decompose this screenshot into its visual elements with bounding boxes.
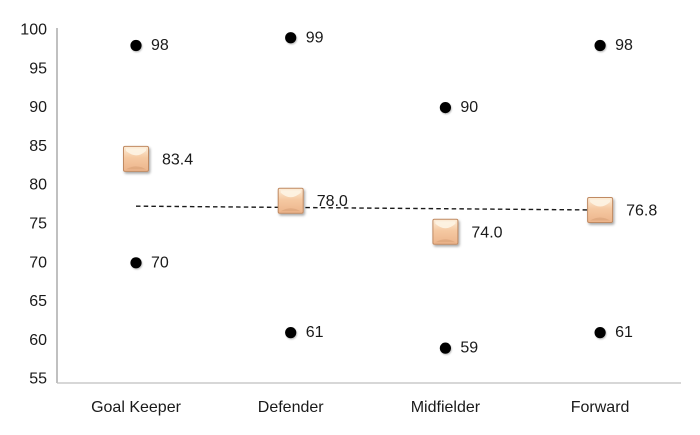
- mean-marker: [123, 145, 149, 172]
- low-dot: [439, 342, 451, 354]
- mean-marker-shade: [280, 208, 301, 212]
- low-dot: [130, 257, 142, 269]
- high-dot: [439, 102, 451, 114]
- mean-marker-shade: [435, 239, 456, 243]
- low-dot: [594, 327, 606, 339]
- high-dot: [285, 32, 297, 44]
- high-value-label: 90: [460, 99, 478, 116]
- y-tick-label: 70: [29, 254, 47, 271]
- high-value-label: 99: [306, 29, 324, 46]
- category-label-midfielder: Midfielder: [411, 399, 481, 416]
- category-label-forward: Forward: [571, 399, 630, 416]
- mean-marker-highlight: [435, 221, 456, 229]
- low-dot: [285, 327, 297, 339]
- category-group-goal-keeper: 98 70 83.4 Goal Keeper: [91, 37, 193, 416]
- y-tick-label: 85: [29, 138, 47, 155]
- mean-marker-highlight: [280, 190, 301, 198]
- mean-marker-shade: [126, 166, 146, 170]
- low-value-label: 61: [615, 324, 633, 341]
- mean-marker-shade: [590, 217, 611, 221]
- axes: [56, 28, 681, 384]
- low-value-label: 70: [151, 254, 169, 271]
- y-tick-label: 55: [29, 371, 47, 388]
- mean-marker: [277, 187, 304, 214]
- low-value-label: 61: [306, 324, 324, 341]
- y-tick-label: 65: [29, 293, 47, 310]
- category-group-midfielder: 90 59 74.0 Midfielder: [411, 99, 503, 416]
- high-dot: [594, 39, 606, 52]
- mean-value-label: 78.0: [317, 193, 348, 210]
- category-label-goal-keeper: Goal Keeper: [91, 399, 182, 416]
- category-group-forward: 98 61 76.8 Forward: [571, 37, 658, 416]
- y-tick-label: 100: [20, 22, 47, 39]
- mean-marker: [587, 197, 614, 224]
- average-reference-line-dashed: [135, 205, 602, 211]
- mean-value-label: 76.8: [626, 203, 657, 220]
- low-value-label: 59: [460, 340, 478, 357]
- high-value-label: 98: [615, 37, 633, 54]
- mean-marker: [432, 218, 459, 245]
- high-value-label: 98: [151, 37, 169, 54]
- y-tick-label: 90: [29, 99, 47, 116]
- y-tick-label: 60: [29, 332, 47, 349]
- y-tick-label: 95: [29, 60, 47, 77]
- category-group-defender: 99 61 78.0 Defender: [258, 29, 348, 416]
- category-label-defender: Defender: [258, 399, 324, 416]
- y-tick-label: 80: [29, 177, 47, 194]
- mean-value-label: 74.0: [471, 224, 502, 241]
- mean-value-label: 83.4: [162, 151, 193, 168]
- y-tick-label: 75: [29, 216, 47, 233]
- y-axis-tick-labels: 100 95 90 85 80 75 70 65 60 55: [20, 22, 47, 388]
- high-dot: [130, 39, 142, 52]
- mean-marker-highlight: [126, 148, 146, 156]
- mean-marker-highlight: [590, 199, 611, 207]
